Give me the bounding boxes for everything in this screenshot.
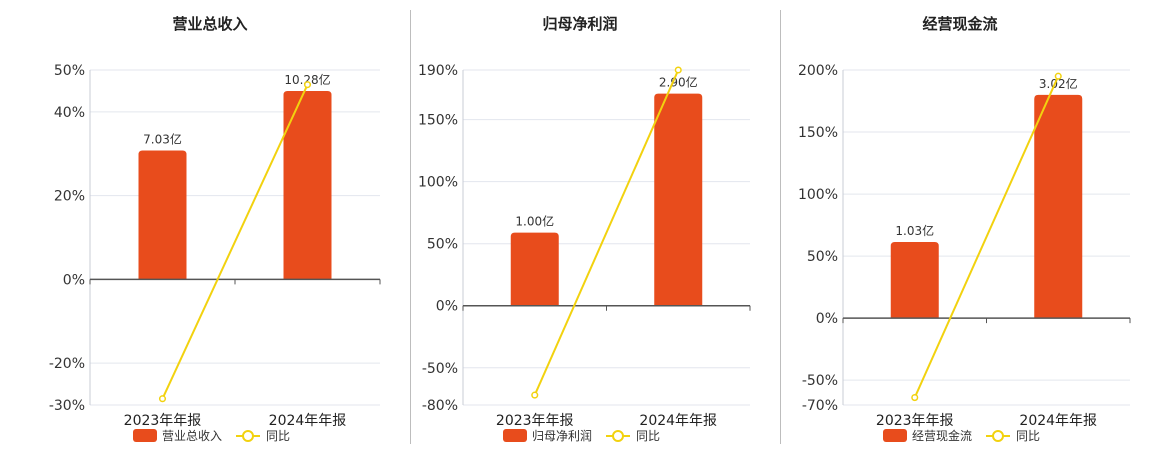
y-tick-label: 100% xyxy=(418,175,458,191)
bar-data-label: 1.03亿 xyxy=(895,223,934,238)
legend-line-marker xyxy=(242,430,254,442)
chart-panel: 归母净利润 190% 150% 100% 50% 0% -50% -80% 1.00亿 2.90亿… xyxy=(418,15,751,443)
y-tick-label: 150% xyxy=(798,125,838,141)
yoy-point xyxy=(911,394,919,402)
yoy-line xyxy=(161,84,309,400)
bar xyxy=(654,93,703,306)
yoy-point xyxy=(158,395,167,403)
panel-divider xyxy=(780,10,781,444)
y-tick-label: -50% xyxy=(802,373,838,389)
bar-data-label: 10.28亿 xyxy=(284,72,330,87)
chart-title: 经营现金流 xyxy=(922,15,997,33)
y-tick-label: 190% xyxy=(418,63,458,79)
y-tick-label: 200% xyxy=(798,63,838,79)
legend-line-marker xyxy=(612,430,624,442)
chart-panel: 营业总收入 50% 40% 20% 0% -20% -30% 7.03亿 10.28亿 2023年… xyxy=(49,15,381,443)
y-tick-label: -50% xyxy=(422,361,458,377)
legend-line-label: 同比 xyxy=(266,429,290,443)
bar xyxy=(890,241,939,319)
y-tick-label: 100% xyxy=(798,187,838,203)
legend-bar-swatch xyxy=(503,429,527,442)
bar xyxy=(283,90,332,280)
bar-data-label: 7.03亿 xyxy=(143,132,182,147)
x-category-label: 2024年年报 xyxy=(639,413,717,429)
y-tick-label: 50% xyxy=(807,249,838,265)
bar xyxy=(138,150,187,280)
y-tick-label: -30% xyxy=(49,398,85,414)
y-tick-label: 50% xyxy=(54,63,85,79)
y-tick-label: -70% xyxy=(802,398,838,414)
y-tick-label: 0% xyxy=(63,272,85,288)
legend-bar-label: 归母净利润 xyxy=(532,429,592,443)
legend-bar-label: 营业总收入 xyxy=(162,429,222,443)
yoy-line xyxy=(533,69,680,396)
yoy-line xyxy=(913,75,1060,398)
y-tick-label: 50% xyxy=(427,237,458,253)
x-category-label: 2023年年报 xyxy=(124,413,202,429)
panel-divider xyxy=(410,10,411,444)
y-tick-label: 0% xyxy=(816,311,838,327)
y-tick-label: 20% xyxy=(54,189,85,205)
y-tick-label: 40% xyxy=(54,105,85,121)
yoy-point xyxy=(674,66,682,74)
x-category-label: 2023年年报 xyxy=(496,413,574,429)
legend-bar-swatch xyxy=(133,429,157,442)
bar xyxy=(510,232,559,306)
y-tick-label: 0% xyxy=(436,299,458,315)
y-tick-label: -80% xyxy=(422,398,458,414)
bar-data-label: 3.02亿 xyxy=(1039,76,1078,91)
y-tick-label: -20% xyxy=(49,356,85,372)
bar-data-label: 2.90亿 xyxy=(659,75,698,90)
bar-data-label: 1.00亿 xyxy=(515,214,554,229)
chart-title: 营业总收入 xyxy=(172,15,247,33)
yoy-point xyxy=(531,391,539,399)
legend-bar-swatch xyxy=(883,429,907,442)
x-category-label: 2023年年报 xyxy=(876,413,954,429)
legend-bar-label: 经营现金流 xyxy=(912,428,972,443)
legend-line-label: 同比 xyxy=(1016,429,1040,443)
x-category-label: 2024年年报 xyxy=(1019,413,1097,429)
chart-panel: 经营现金流 200% 150% 100% 50% 0% -50% -70% 1.03亿 3.02亿… xyxy=(798,15,1131,443)
legend-line-label: 同比 xyxy=(636,429,660,443)
yoy-point xyxy=(303,81,312,89)
yoy-point xyxy=(1054,72,1062,80)
x-category-label: 2024年年报 xyxy=(269,413,347,429)
bar xyxy=(1034,94,1083,319)
chart-title: 归母净利润 xyxy=(542,15,617,33)
legend-line-marker xyxy=(992,430,1004,442)
y-tick-label: 150% xyxy=(418,113,458,129)
